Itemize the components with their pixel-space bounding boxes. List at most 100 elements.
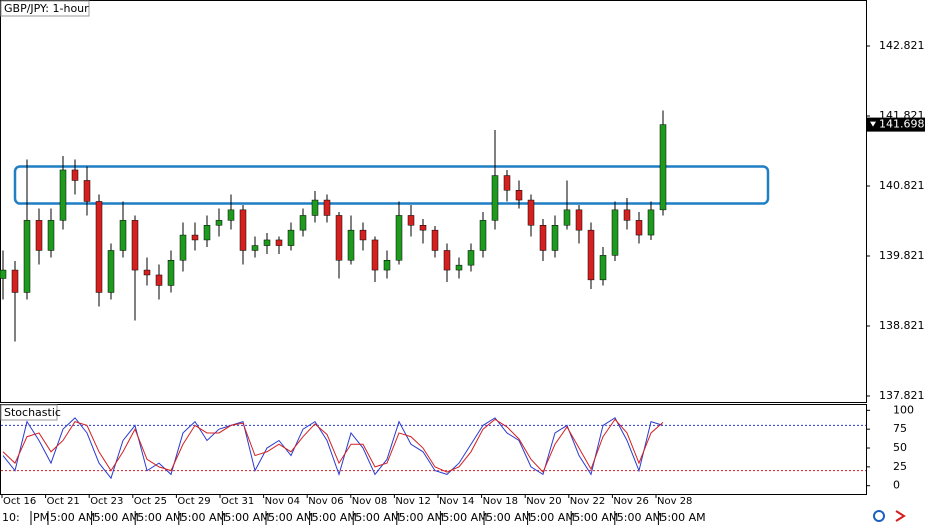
stochastic-panel	[0, 404, 867, 495]
candle-body	[491, 175, 499, 221]
candle-body	[647, 209, 655, 236]
candle-body	[383, 260, 391, 271]
icon[interactable]	[873, 510, 885, 522]
candle-body	[311, 199, 319, 216]
candle-body	[179, 234, 187, 261]
candle-body	[455, 264, 463, 271]
candle-body	[479, 220, 487, 251]
candle-body	[251, 245, 259, 251]
candle-body	[143, 269, 151, 276]
date-label: Oct 25	[134, 496, 167, 507]
last-price-label: 141.698	[879, 118, 925, 131]
candle-body	[299, 215, 307, 231]
candle-body	[83, 180, 91, 202]
candle-body	[71, 169, 79, 181]
date-label: Nov 06	[308, 496, 343, 507]
candle-body	[131, 220, 139, 271]
last-price-box	[867, 117, 925, 132]
candle-body	[263, 239, 271, 246]
candle-body	[335, 215, 343, 261]
candle-body	[275, 239, 283, 246]
y-tick-label: 50	[893, 441, 907, 454]
stoch-title-box	[0, 404, 58, 421]
time-label: 10:	[2, 511, 20, 524]
candle-body	[191, 234, 199, 241]
time-label: 5:00 AM	[224, 511, 269, 524]
time-label: 5:00 AM	[486, 511, 531, 524]
y-tick-label: 25	[893, 460, 907, 473]
date-label: Oct 16	[3, 496, 36, 507]
y-tick-label: 139.821	[879, 249, 925, 262]
y-tick-label: 138.821	[879, 319, 925, 332]
time-label: 5:00 AM	[181, 511, 226, 524]
time-label: 5:00 AM	[312, 511, 357, 524]
candle-body	[503, 175, 511, 191]
candle-body	[95, 201, 103, 293]
candle-body	[203, 225, 211, 241]
candle-body	[35, 220, 43, 251]
time-label: 5:00 AM	[660, 511, 705, 524]
candle-body	[395, 215, 403, 261]
candle-body	[407, 215, 415, 226]
y-tick-label: 137.821	[879, 389, 925, 402]
time-label: 5:00 AM	[268, 511, 313, 524]
time-label: PM	[33, 511, 49, 524]
y-tick-label: 75	[893, 422, 907, 435]
candle-body	[107, 250, 115, 293]
date-label: Oct 29	[177, 496, 210, 507]
candle-body	[359, 229, 367, 241]
date-label: Nov 22	[570, 496, 605, 507]
candle-body	[659, 124, 667, 211]
candle-body	[575, 209, 583, 231]
candle-body	[59, 169, 67, 221]
candle-body	[155, 274, 163, 286]
main-panel	[0, 0, 867, 403]
candle-body	[167, 260, 175, 286]
time-label: 5:00 AM	[137, 511, 182, 524]
icon[interactable]	[895, 510, 906, 522]
candle-body	[23, 220, 31, 293]
y-tick-label: 100	[893, 403, 914, 416]
time-label: 5:00 AM	[442, 511, 487, 524]
y-tick-label: 142.821	[879, 39, 925, 52]
date-label: Nov 18	[483, 496, 518, 507]
candle-body	[215, 220, 223, 226]
time-label: 5:00 AM	[50, 511, 95, 524]
last-price-arrow	[870, 121, 876, 127]
candle-body	[599, 255, 607, 281]
candle-body	[527, 199, 535, 226]
stochastic-title: Stochastic	[4, 406, 61, 419]
date-label: Oct 21	[47, 496, 80, 507]
time-label: 5:00 AM	[355, 511, 400, 524]
y-tick-label: 0	[893, 479, 900, 492]
date-label: Nov 26	[613, 496, 648, 507]
candle-body	[515, 190, 523, 201]
date-label: Nov 12	[395, 496, 430, 507]
date-label: Nov 20	[526, 496, 561, 507]
title-box	[0, 0, 90, 17]
candle-body	[551, 225, 559, 251]
candle-body	[227, 209, 235, 221]
candle-body	[467, 250, 475, 266]
time-label: 5:00 AM	[617, 511, 662, 524]
candle-body	[623, 209, 631, 221]
candle-body	[419, 225, 427, 231]
date-label: Oct 31	[221, 496, 254, 507]
zone	[13, 165, 770, 205]
candle-body	[239, 209, 247, 251]
candle-body	[11, 269, 19, 293]
chart-title: GBP/JPY: 1-hour	[4, 2, 89, 15]
candle-body	[323, 199, 331, 216]
candle-body	[287, 229, 295, 246]
stochastic-line: %K	[2, 417, 664, 480]
nav-icons[interactable]	[873, 510, 906, 522]
candle-body	[371, 239, 379, 271]
date-label: Nov 04	[265, 496, 300, 507]
candle-body	[635, 220, 643, 236]
candle-body	[47, 220, 55, 251]
candle-body	[587, 229, 595, 281]
time-label: 5:00 AM	[399, 511, 444, 524]
date-label: Nov 28	[657, 496, 692, 507]
